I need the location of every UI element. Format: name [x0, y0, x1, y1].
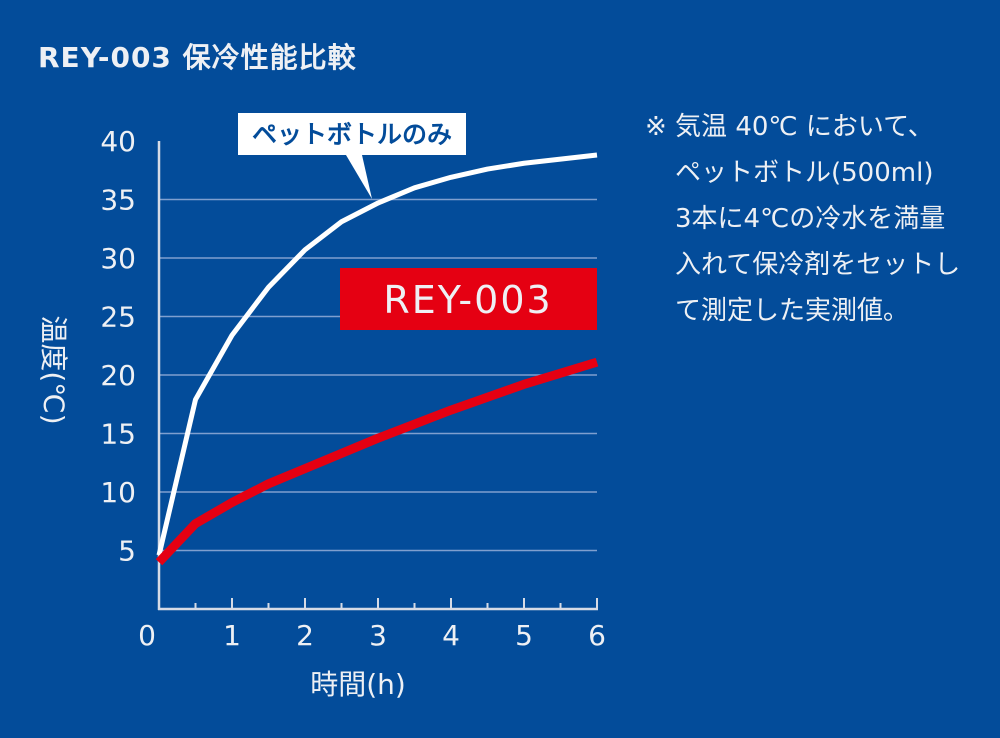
x-tick-label: 3	[369, 619, 387, 652]
x-tick-label: 5	[515, 619, 533, 652]
y-tick-label: 10	[100, 476, 136, 509]
pet-bottle-label-pointer	[346, 155, 372, 199]
legend-pet-bottle: ペットボトルのみ	[252, 120, 452, 149]
y-tick-label: 20	[100, 359, 136, 392]
note-line: 3本に4℃の冷水を満量	[675, 204, 946, 234]
footnote: ※ 気温 40℃ において、 ペットボトル(500ml) 3本に4℃の冷水を満量…	[645, 104, 975, 334]
series-line-rey003	[155, 357, 599, 566]
note-line: ※ 気温 40℃ において、	[645, 112, 934, 142]
y-tick-label: 35	[100, 184, 136, 217]
y-tick-label: 15	[100, 418, 136, 451]
y-tick-label: 30	[100, 242, 136, 275]
pet-bottle-label-box	[238, 113, 466, 155]
x-tick-label: 4	[442, 619, 460, 652]
series-line-pet-bottle	[156, 152, 598, 556]
y-tick-label: 5	[118, 535, 136, 568]
y-tick-label: 40	[100, 125, 136, 158]
x-tick-label: 6	[588, 619, 606, 652]
rey003-label-box	[340, 268, 597, 330]
chart-title: REY-003 保冷性能比較	[38, 41, 357, 74]
y-axis-label: 温度(℃)	[37, 315, 70, 424]
legend-rey003: REY-003	[383, 278, 552, 322]
x-axis-label: 時間(h)	[310, 668, 406, 701]
x-tick-label: 2	[296, 619, 314, 652]
x-tick-label: 1	[223, 619, 241, 652]
note-line: て測定した実測値。	[675, 296, 910, 326]
x-tick-label: 0	[138, 619, 156, 652]
note-line: 入れて保冷剤をセットし	[675, 250, 961, 280]
y-tick-label: 25	[100, 301, 136, 334]
note-line: ペットボトル(500ml)	[675, 158, 934, 188]
